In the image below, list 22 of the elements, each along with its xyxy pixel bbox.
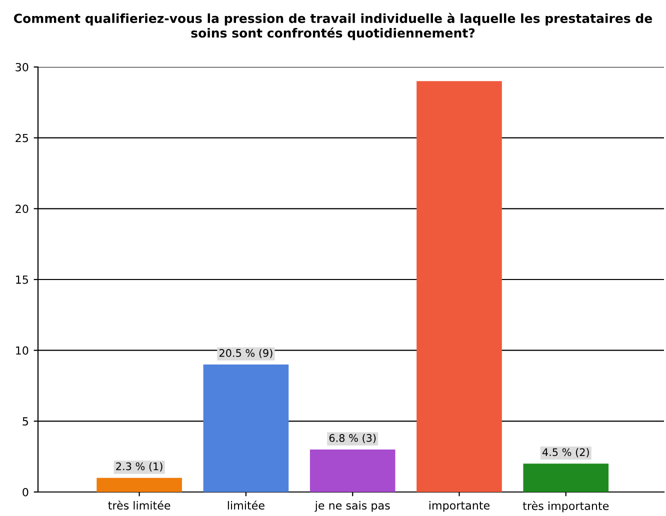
data-label: 20.5 % (9) (219, 348, 272, 358)
y-tick-label: 15 (16, 276, 28, 284)
bar (416, 81, 502, 492)
x-tick-label: très limitée (108, 500, 170, 510)
y-tick-label: 0 (22, 488, 28, 496)
x-tick-label: importante (429, 501, 490, 512)
bar (203, 364, 289, 492)
y-tick-label: 10 (16, 346, 28, 355)
bar (523, 464, 609, 492)
x-tick-label: limitée (228, 500, 264, 510)
y-tick-label: 5 (22, 417, 28, 426)
bar (310, 450, 396, 492)
data-label: 6.8 % (3) (329, 434, 376, 444)
x-tick-label: je ne sais pas (314, 501, 390, 512)
data-label: 2.3 % (1) (116, 462, 162, 472)
data-label: 4.5 % (2) (542, 448, 589, 458)
bar (96, 478, 182, 492)
y-tick-label: 25 (16, 134, 28, 142)
x-tick-label: très importante (522, 501, 609, 512)
y-tick-label: 20 (16, 204, 28, 214)
y-tick-label: 30 (16, 62, 28, 72)
chart-title: Comment qualifieriez-vous la pression de travail individuelle à laquelle les prestataires de soins sont confrontés quotidiennement? (14, 12, 652, 40)
